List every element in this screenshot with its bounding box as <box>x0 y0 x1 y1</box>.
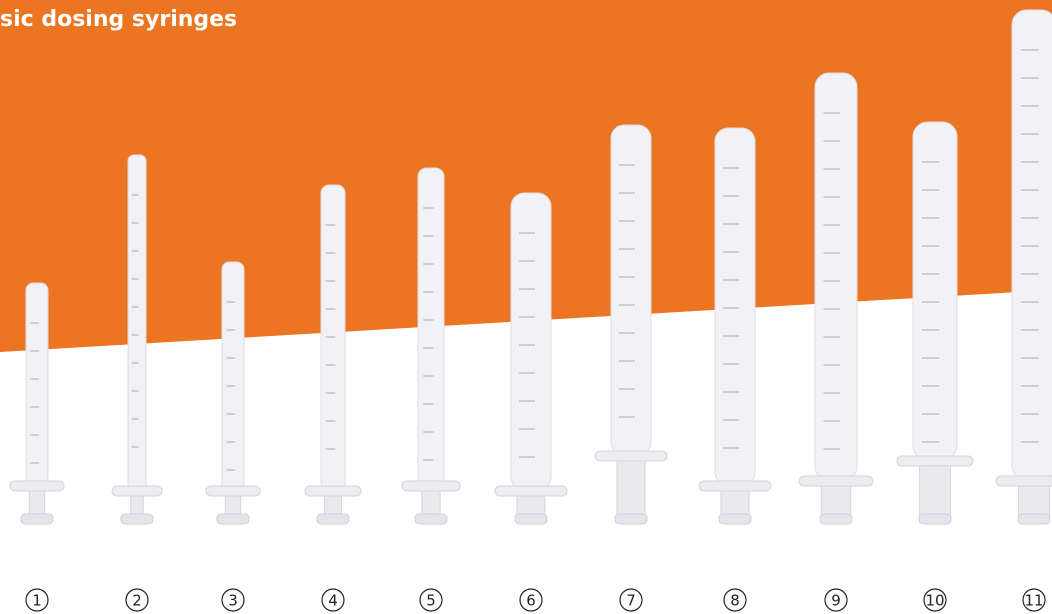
number-circle <box>923 588 947 612</box>
plunger-foot <box>514 513 548 525</box>
plunger-foot <box>918 513 952 525</box>
plunger <box>820 479 852 521</box>
syringe <box>698 127 772 525</box>
barrel <box>127 154 147 491</box>
flange <box>995 475 1052 487</box>
flange <box>798 475 874 487</box>
number-circle <box>25 588 49 612</box>
barrel <box>221 261 245 491</box>
syringe <box>995 9 1052 525</box>
item-number: 8 <box>730 592 740 610</box>
syringe <box>111 154 163 525</box>
flange <box>304 485 362 497</box>
item-number: 10 <box>925 592 944 610</box>
item-number: 1 <box>32 592 42 610</box>
syringe <box>205 261 261 525</box>
flange <box>205 485 261 497</box>
item-number: 3 <box>228 592 238 610</box>
item-number: 7 <box>626 592 636 610</box>
plunger <box>919 459 951 521</box>
barrel <box>510 192 552 491</box>
flange <box>111 485 163 497</box>
plunger-foot <box>216 513 250 525</box>
plunger <box>616 454 646 521</box>
plunger-foot <box>414 513 448 525</box>
barrel <box>814 72 858 481</box>
number-circle <box>1022 588 1046 612</box>
barrel <box>1011 9 1052 481</box>
syringes <box>9 9 1052 525</box>
number-circle <box>723 588 747 612</box>
flange <box>494 485 568 497</box>
number-circle <box>519 588 543 612</box>
barrel <box>912 121 958 461</box>
item-number: 9 <box>831 592 841 610</box>
orange-banner <box>0 0 1052 352</box>
syringe <box>304 184 362 525</box>
plunger <box>1018 479 1050 521</box>
item-number: 2 <box>132 592 142 610</box>
number-circle <box>125 588 149 612</box>
flange <box>401 480 461 492</box>
flange <box>594 450 668 462</box>
item-number: 4 <box>328 592 338 610</box>
flange <box>896 455 974 467</box>
flange <box>9 480 65 492</box>
barrel <box>714 127 756 486</box>
plunger-foot <box>614 513 648 525</box>
barrel <box>417 167 445 486</box>
plunger-foot <box>316 513 350 525</box>
plunger-foot <box>120 513 154 525</box>
plunger-foot <box>718 513 752 525</box>
item-numbers: 1 2 3 4 5 6 7 8 9 10 11 <box>25 588 1046 612</box>
number-circle <box>419 588 443 612</box>
syringe <box>798 72 874 525</box>
barrel <box>610 124 652 456</box>
item-number: 5 <box>426 592 436 610</box>
item-number: 11 <box>1024 592 1043 610</box>
title: sic dosing syringes <box>0 7 237 32</box>
barrel <box>25 282 49 486</box>
syringe <box>494 192 568 525</box>
syringe <box>401 167 461 525</box>
plunger-foot <box>1017 513 1051 525</box>
syringe <box>594 124 668 525</box>
plunger-foot <box>20 513 54 525</box>
number-circle <box>619 588 643 612</box>
number-circle <box>824 588 848 612</box>
item-number: 6 <box>526 592 536 610</box>
flange <box>698 480 772 492</box>
syringe <box>9 282 65 525</box>
number-circle <box>321 588 345 612</box>
syringe <box>896 121 974 525</box>
number-circle <box>221 588 245 612</box>
plunger-foot <box>819 513 853 525</box>
